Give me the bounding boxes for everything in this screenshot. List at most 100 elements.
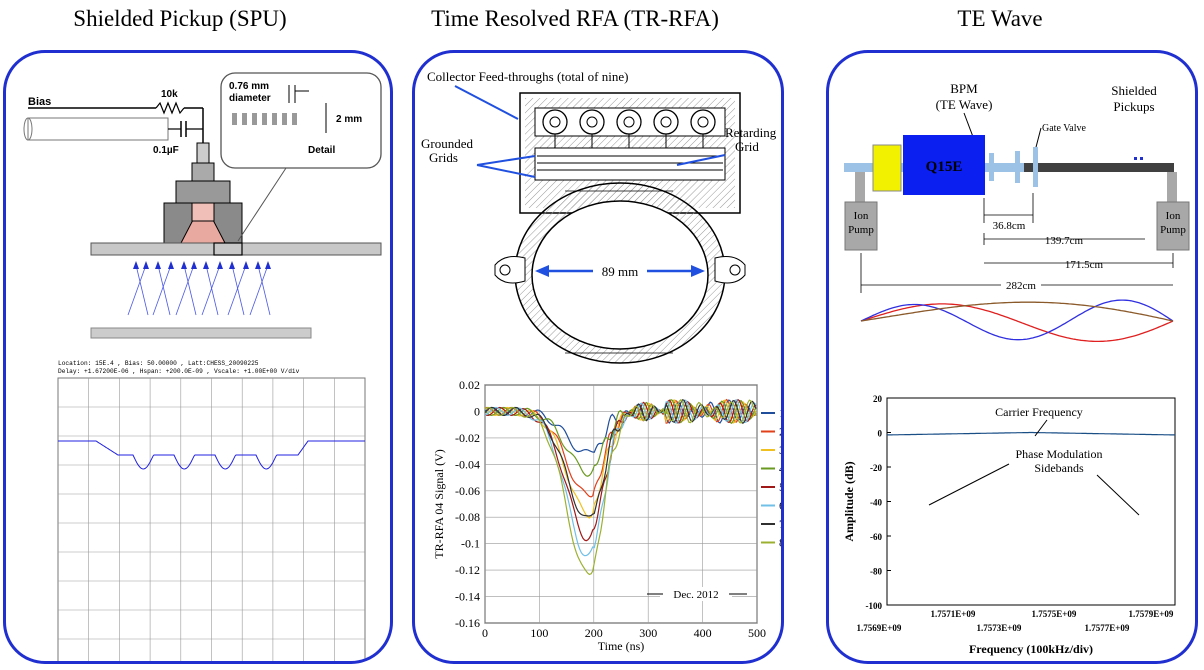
legend-entry: 7 xyxy=(779,517,784,531)
ion-pump-left-1: Ion xyxy=(854,210,869,222)
y-axis-label: Amplitude (dB) xyxy=(842,461,856,541)
y-tick-label: -0.14 xyxy=(455,590,480,604)
spu-diagram: Bias 10k 0.1µF 0.76 mm diameter xyxy=(23,72,382,661)
electron-arrow xyxy=(127,264,147,316)
shielded-label-2: Pickups xyxy=(1113,99,1154,114)
electron-arrow xyxy=(249,264,269,316)
rfa-diagram: Collector Feed-throughs (total of nine) … xyxy=(421,69,784,653)
detail-label: Detail xyxy=(308,145,335,156)
series-line-8 xyxy=(484,398,757,576)
detail-holes xyxy=(232,113,297,125)
bpm-label-1: BPM xyxy=(950,81,978,96)
detail-gap: 2 mm xyxy=(336,114,362,125)
diameter-label: 89 mm xyxy=(602,264,638,279)
spectrum-line xyxy=(887,431,1175,436)
shielded-pickup-1 xyxy=(1134,157,1137,160)
date-annotation: Dec. 2012 xyxy=(673,589,718,601)
y-tick-label: -0.08 xyxy=(455,510,480,524)
x-tick-label: 1.7577E+09 xyxy=(1085,623,1130,633)
scope-grid xyxy=(57,377,366,661)
te-panel: BPM (TE Wave) Shielded Pickups Gate Valv… xyxy=(826,50,1198,664)
te-title: TE Wave xyxy=(957,6,1043,31)
resistor xyxy=(155,101,185,115)
dim-36-8: 36.8cm xyxy=(993,220,1026,232)
carrier-label: Carrier Frequency xyxy=(995,405,1083,419)
x-tick-label: 1.7579E+09 xyxy=(1129,609,1174,619)
x-tick-label: 0 xyxy=(482,626,488,640)
ion-pump-right-2: Pump xyxy=(1160,224,1186,236)
dim-171-5: 171.5cm xyxy=(1065,259,1104,271)
electron-arrow xyxy=(135,264,149,316)
coax-cable xyxy=(27,117,169,141)
bpm-flange xyxy=(989,153,994,181)
ion-pump-left-2: Pump xyxy=(848,224,874,236)
electron-arrow xyxy=(175,264,195,316)
yellow-element xyxy=(872,144,902,192)
ion-pump-left xyxy=(844,201,878,251)
electron-arrow xyxy=(201,264,221,316)
y-tick-label: -40 xyxy=(870,498,882,508)
electron-arrow xyxy=(227,264,247,316)
wave-blue xyxy=(860,299,1174,341)
wave-brown xyxy=(860,301,1174,322)
x-tick-label: 400 xyxy=(694,626,712,640)
collector-arrow xyxy=(454,85,519,120)
electron-arrow xyxy=(205,264,219,316)
electron-arrow xyxy=(152,264,172,316)
magnet-label: Q15E xyxy=(926,159,963,175)
electron-arrows xyxy=(127,261,271,316)
y-tick-label: -0.1 xyxy=(461,537,480,551)
y-tick-label: 20 xyxy=(873,394,883,404)
ion-pump-right xyxy=(1156,201,1190,251)
y-tick-label: -0.06 xyxy=(455,484,480,498)
electron-arrow xyxy=(183,264,197,316)
resistor-label: 10k xyxy=(161,89,178,100)
y-tick-label: -60 xyxy=(870,532,882,542)
wave-red xyxy=(860,303,1174,343)
x-tick-label: 300 xyxy=(639,626,657,640)
x-tick-label: 1.7575E+09 xyxy=(1032,609,1077,619)
shielded-label-1: Shielded xyxy=(1111,83,1157,98)
legend-entry: 2 xyxy=(779,425,784,439)
dim-139-7: 139.7cm xyxy=(1045,235,1084,247)
x-tick-label: 1.7571E+09 xyxy=(931,609,976,619)
rfa-title: Time Resolved RFA (TR-RFA) xyxy=(431,6,719,31)
flange-hole-left xyxy=(499,264,511,276)
shielded-pickup-2 xyxy=(1140,157,1143,160)
retarding-label-2: Grid xyxy=(735,139,759,154)
detail-diameter: 0.76 mm xyxy=(229,81,269,92)
gate-valve xyxy=(1033,147,1038,187)
y-axis-label: TR-RFA 04 Signal (V) xyxy=(432,449,446,558)
x-axis-label: Frequency (100kHz/div) xyxy=(969,642,1093,656)
capacitor-label: 0.1µF xyxy=(153,145,179,156)
y-tick-label: 0 xyxy=(878,429,883,439)
q15e-magnet xyxy=(903,135,985,195)
electron-arrow xyxy=(231,264,245,316)
collector-feedthroughs xyxy=(542,109,716,149)
x-axis-label: Time (ns) xyxy=(598,639,645,653)
spu-title: Shielded Pickup (SPU) xyxy=(73,6,287,31)
bias-label: Bias xyxy=(28,96,51,108)
x-tick-label: 1.7569E+09 xyxy=(857,623,902,633)
grounded-arrow-2 xyxy=(476,164,536,178)
feedthrough xyxy=(191,162,215,182)
beam-plate xyxy=(90,327,312,339)
legend-entry: 1 xyxy=(779,406,784,420)
grounded-label-1: Grounded xyxy=(421,136,473,151)
x-tick-label: 100 xyxy=(530,626,548,640)
y-tick-label: 0.02 xyxy=(459,378,480,392)
bpm-label-2: (TE Wave) xyxy=(936,97,993,112)
ion-pump-right-1: Ion xyxy=(1166,210,1181,222)
y-tick-label: -0.12 xyxy=(455,563,480,577)
scope-trace xyxy=(58,440,365,470)
x-tick-label: 1.7573E+09 xyxy=(977,623,1022,633)
gate-valve-label: Gate Valve xyxy=(1042,123,1087,134)
spu-panel: Bias 10k 0.1µF 0.76 mm diameter xyxy=(3,50,393,664)
grounded-label-2: Grids xyxy=(429,150,458,165)
y-tick-label: -20 xyxy=(870,463,882,473)
y-tick-label: -0.04 xyxy=(455,457,480,471)
grounded-arrow-1 xyxy=(476,155,536,166)
sideband-label-1: Phase Modulation xyxy=(1016,447,1103,461)
beam-pipe-right xyxy=(1024,163,1174,172)
chamber-wall xyxy=(90,242,382,256)
